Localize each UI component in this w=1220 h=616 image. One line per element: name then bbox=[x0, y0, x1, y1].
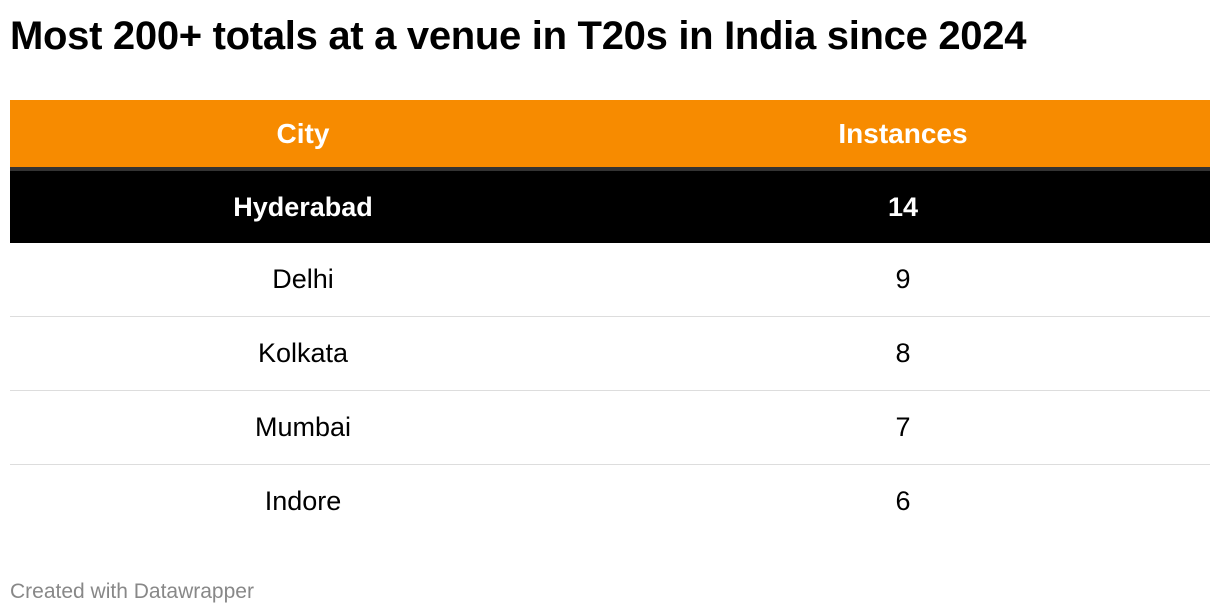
column-header-instances[interactable]: Instances bbox=[596, 100, 1210, 171]
cell-city: Kolkata bbox=[10, 316, 596, 391]
cell-instances: 9 bbox=[596, 243, 1210, 317]
cell-instances: 7 bbox=[596, 390, 1210, 465]
cell-city: Indore bbox=[264, 486, 342, 516]
cell-instances: 14 bbox=[887, 191, 919, 222]
cell-city: Hyderabad bbox=[233, 191, 373, 222]
table-row: Mumbai 7 bbox=[10, 390, 1210, 465]
table-row: Kolkata 8 bbox=[10, 316, 1210, 391]
table-header: City Instances bbox=[10, 100, 1210, 171]
table-row: Hyderabad 14 bbox=[10, 169, 1210, 243]
cell-city: Delhi bbox=[10, 243, 596, 317]
cell-city: Mumbai bbox=[10, 390, 596, 465]
table-body: Hyderabad 14 Delhi 9 Kolkata 8 Mumbai 7 Indore 6 bbox=[10, 169, 1210, 538]
cell-instances: 8 bbox=[596, 316, 1210, 391]
chart-title: Most 200+ totals at a venue in T20s in I… bbox=[10, 14, 1027, 58]
table-row: Indore 6 bbox=[10, 465, 1210, 539]
table-row: Delhi 9 bbox=[10, 243, 1210, 317]
column-header-city[interactable]: City bbox=[10, 100, 596, 171]
cell-instances: 6 bbox=[895, 486, 911, 516]
credit-footer: Created with Datawrapper bbox=[10, 580, 254, 603]
data-table: City Instances Hyderabad 14 Delhi 9 Kolkata 8… bbox=[10, 100, 1210, 538]
header-row: City Instances bbox=[10, 100, 1210, 171]
